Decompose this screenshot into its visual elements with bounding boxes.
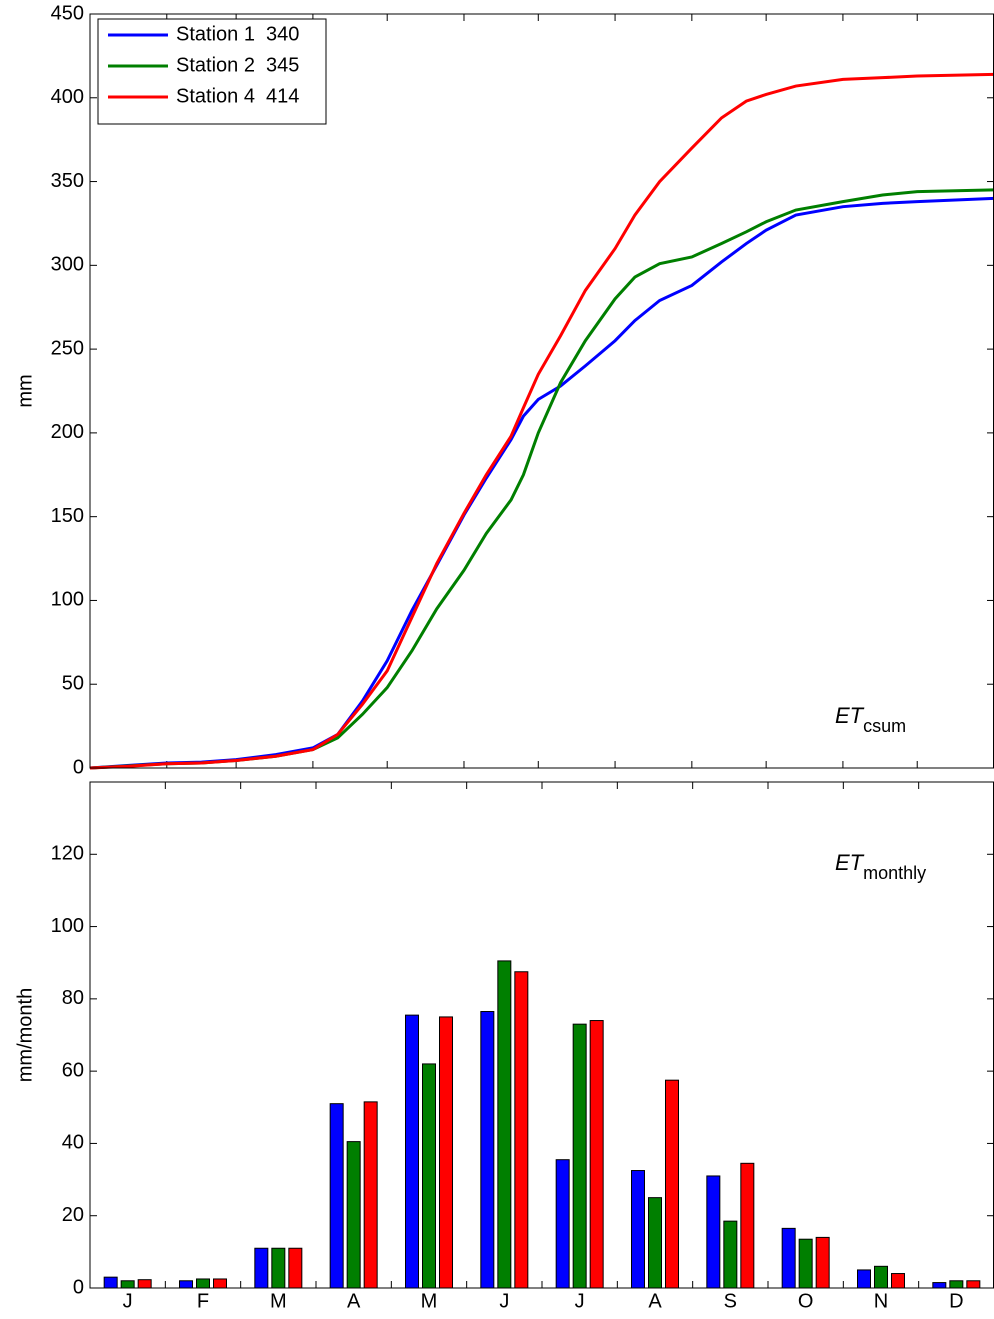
x-tick-label: S (724, 1290, 737, 1312)
y-tick-label: 60 (62, 1059, 84, 1081)
y-tick-label: 120 (51, 843, 84, 865)
bar (480, 1011, 495, 1289)
bar (137, 1279, 152, 1289)
bar (857, 1269, 871, 1289)
x-tick-label: N (874, 1290, 888, 1312)
y-tick-label: 0 (73, 756, 84, 778)
bar (271, 1247, 286, 1289)
legend-label: Station 1 340 (176, 23, 299, 45)
x-tick-label: J (499, 1290, 509, 1312)
y-tick-label: 150 (51, 505, 84, 527)
bar (179, 1280, 193, 1289)
bar (949, 1280, 964, 1289)
bar (631, 1170, 645, 1289)
x-tick-label: A (347, 1290, 361, 1312)
y-tick-label: 450 (51, 2, 84, 24)
y-tick-label: 50 (62, 673, 84, 695)
bar (439, 1016, 453, 1289)
bar (815, 1236, 830, 1289)
bar (514, 971, 529, 1289)
x-tick-label: D (949, 1290, 963, 1312)
bar (891, 1273, 905, 1289)
bar (422, 1063, 436, 1289)
annotation-sub: csum (863, 716, 906, 736)
bar (874, 1265, 888, 1289)
y-axis-label: mm/month (14, 988, 36, 1082)
bar (329, 1103, 344, 1289)
plot-area (90, 14, 994, 768)
x-tick-label: O (798, 1290, 814, 1312)
bar (798, 1238, 813, 1289)
x-tick-label: M (270, 1290, 287, 1312)
bar (196, 1278, 210, 1289)
line (89, 196, 994, 770)
y-tick-label: 400 (51, 86, 84, 108)
annotation-main: ET (835, 703, 865, 728)
y-tick-label: 300 (51, 254, 84, 276)
bar (648, 1197, 662, 1289)
bar (497, 960, 512, 1289)
y-tick-label: 100 (51, 589, 84, 611)
x-tick-label: F (197, 1290, 209, 1312)
x-tick-label: A (648, 1290, 662, 1312)
bar (555, 1159, 570, 1289)
y-tick-label: 20 (62, 1204, 84, 1226)
x-tick-label: J (123, 1290, 133, 1312)
bar (706, 1175, 721, 1289)
bar (405, 1014, 419, 1289)
y-tick-label: 40 (62, 1132, 84, 1154)
bar (363, 1101, 378, 1289)
annotation-sub: monthly (863, 863, 926, 883)
bar (665, 1079, 679, 1289)
legend-label: Station 2 345 (176, 54, 299, 76)
legend-label: Station 4 414 (176, 85, 299, 107)
y-tick-label: 0 (73, 1276, 84, 1298)
y-axis-label: mm (14, 374, 36, 407)
x-tick-label: J (575, 1290, 585, 1312)
bar (966, 1280, 981, 1289)
bar (120, 1280, 135, 1289)
y-tick-label: 250 (51, 337, 84, 359)
annotation: ETcsum (835, 703, 906, 736)
plot-area (90, 782, 994, 1288)
bar (103, 1276, 118, 1289)
bar (213, 1278, 227, 1289)
bar (254, 1247, 269, 1289)
y-tick-label: 200 (51, 421, 84, 443)
x-tick-label: M (421, 1290, 438, 1312)
annotation-main: ET (835, 850, 865, 875)
annotation: ETmonthly (835, 850, 926, 883)
bar (589, 1020, 604, 1289)
bar (723, 1220, 738, 1289)
y-tick-label: 80 (62, 987, 84, 1009)
bar (288, 1247, 303, 1289)
bar (932, 1282, 947, 1289)
line (89, 72, 994, 770)
bar (572, 1023, 587, 1289)
y-tick-label: 100 (51, 915, 84, 937)
bar (346, 1141, 361, 1289)
bar (740, 1162, 755, 1289)
y-tick-label: 350 (51, 170, 84, 192)
bar (781, 1227, 796, 1289)
